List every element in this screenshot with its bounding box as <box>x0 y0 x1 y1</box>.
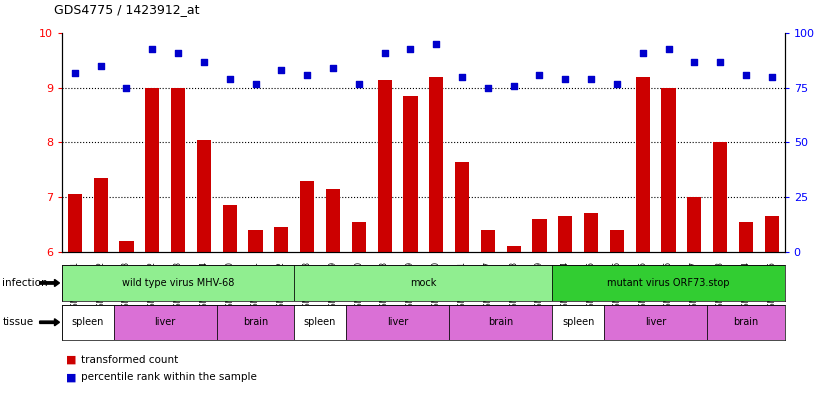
Text: liver: liver <box>154 317 176 327</box>
Bar <box>249 230 263 252</box>
Bar <box>506 246 520 252</box>
Text: ■: ■ <box>66 354 77 365</box>
Bar <box>223 205 237 252</box>
Bar <box>765 216 779 252</box>
Point <box>404 46 417 52</box>
Text: spleen: spleen <box>562 317 595 327</box>
Bar <box>216 305 294 340</box>
Bar <box>687 197 701 252</box>
Bar <box>62 265 294 301</box>
Point <box>714 59 727 65</box>
Point <box>430 41 443 48</box>
Bar <box>403 96 417 252</box>
Point <box>145 46 159 52</box>
Bar <box>707 305 785 340</box>
Bar <box>326 189 340 252</box>
Bar <box>300 181 314 252</box>
Point <box>352 81 365 87</box>
Text: brain: brain <box>733 317 758 327</box>
Point <box>94 63 107 69</box>
Text: wild type virus MHV-68: wild type virus MHV-68 <box>122 278 235 288</box>
Point <box>275 67 288 73</box>
Bar <box>62 305 113 340</box>
Bar <box>533 219 547 252</box>
Text: spleen: spleen <box>304 317 336 327</box>
Text: liver: liver <box>645 317 667 327</box>
Bar <box>455 162 469 252</box>
Bar <box>430 77 444 252</box>
Point <box>533 72 546 78</box>
Point <box>378 50 392 56</box>
Text: ■: ■ <box>66 372 77 382</box>
Point <box>172 50 185 56</box>
Bar <box>610 230 624 252</box>
Point <box>585 76 598 83</box>
Bar <box>713 142 727 252</box>
Bar <box>553 265 785 301</box>
Point <box>636 50 649 56</box>
Text: liver: liver <box>387 317 408 327</box>
Bar <box>120 241 134 252</box>
Bar <box>197 140 211 252</box>
Bar <box>662 88 676 252</box>
Point <box>69 70 82 76</box>
Text: percentile rank within the sample: percentile rank within the sample <box>81 372 257 382</box>
Bar <box>449 305 553 340</box>
Text: brain: brain <box>243 317 268 327</box>
Point <box>610 81 624 87</box>
Text: GDS4775 / 1423912_at: GDS4775 / 1423912_at <box>54 3 199 16</box>
Bar <box>294 265 553 301</box>
Bar <box>553 305 604 340</box>
Point <box>223 76 236 83</box>
Bar <box>346 305 449 340</box>
Point <box>765 74 778 80</box>
Text: brain: brain <box>488 317 514 327</box>
Bar <box>171 88 185 252</box>
Text: transformed count: transformed count <box>81 354 178 365</box>
Point <box>197 59 211 65</box>
Bar <box>584 213 598 252</box>
Bar <box>739 222 753 252</box>
Text: mutant virus ORF73.stop: mutant virus ORF73.stop <box>607 278 730 288</box>
Bar <box>113 305 216 340</box>
Bar <box>93 178 107 252</box>
Text: mock: mock <box>411 278 436 288</box>
Point <box>249 81 262 87</box>
Point <box>326 65 339 72</box>
Point <box>507 83 520 89</box>
Text: infection: infection <box>2 278 48 288</box>
Point <box>482 85 495 91</box>
Bar <box>68 194 82 252</box>
Point <box>301 72 314 78</box>
Point <box>688 59 701 65</box>
Bar <box>145 88 159 252</box>
Point <box>739 72 752 78</box>
Point <box>120 85 133 91</box>
Bar <box>481 230 495 252</box>
Bar <box>636 77 650 252</box>
Bar <box>558 216 572 252</box>
Text: spleen: spleen <box>72 317 104 327</box>
Text: tissue: tissue <box>2 317 34 327</box>
Bar <box>352 222 366 252</box>
Bar <box>604 305 707 340</box>
Point <box>455 74 468 80</box>
Bar <box>294 305 346 340</box>
Bar <box>377 80 392 252</box>
Point <box>558 76 572 83</box>
Bar <box>274 227 288 252</box>
Point <box>662 46 675 52</box>
